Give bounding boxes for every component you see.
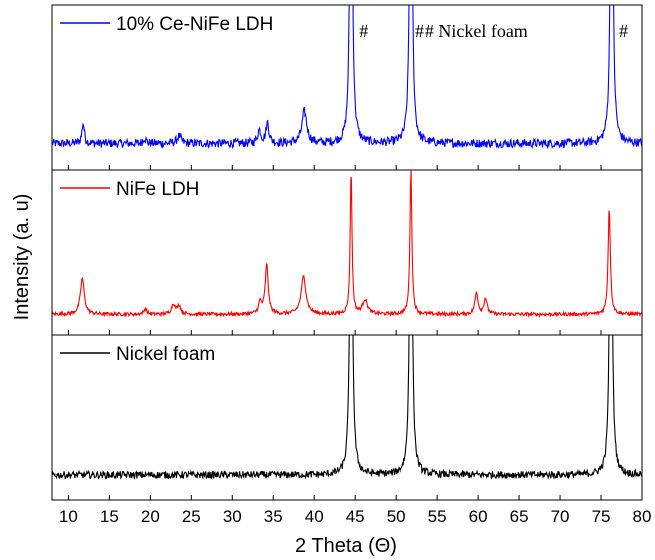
x-tick-label: 60 <box>469 507 488 526</box>
x-tick-label: 80 <box>633 507 652 526</box>
x-tick-label: 55 <box>428 507 447 526</box>
x-tick-label: 75 <box>592 507 611 526</box>
x-tick-label: 25 <box>182 507 201 526</box>
x-axis-title: 2 Theta (Θ) <box>295 535 397 557</box>
x-tick-label: 40 <box>305 507 324 526</box>
x-tick-label: 35 <box>264 507 283 526</box>
x-tick-label: 50 <box>387 507 406 526</box>
x-tick-label: 65 <box>510 507 529 526</box>
legend-label: NiFe LDH <box>116 179 199 200</box>
peak-annotation: # <box>619 21 628 41</box>
x-tick-label: 10 <box>59 507 78 526</box>
panel-3: Nickel foam <box>51 334 643 501</box>
panels-layer: 10% Ce-NiFe LDH # # # Nickel foam #NiFe LDHN… <box>51 4 643 501</box>
series-line <box>52 335 642 480</box>
x-tick-label: 30 <box>223 507 242 526</box>
y-axis-title: Intensity (a. u) <box>11 194 33 321</box>
peak-annotation: # <box>359 21 368 41</box>
x-tick-label: 15 <box>100 507 119 526</box>
legend-label: Nickel foam <box>116 344 215 365</box>
x-tick-label: 70 <box>551 507 570 526</box>
panel-2: NiFe LDH <box>51 169 643 336</box>
series-line <box>52 170 642 318</box>
x-axis: 10 15 20 25 30 35 40 45 50 55 60 65 70 75 80 <box>59 507 652 526</box>
series-line <box>52 5 642 150</box>
panel-1: 10% Ce-NiFe LDH # # # Nickel foam # <box>51 4 643 171</box>
x-tick-label: 45 <box>346 507 365 526</box>
peak-annotation: # Nickel foam <box>425 21 528 41</box>
panel-frame <box>51 334 643 501</box>
x-tick-label: 20 <box>141 507 160 526</box>
legend-label: 10% Ce-NiFe LDH <box>116 14 273 35</box>
peak-annotation: # <box>415 21 424 41</box>
